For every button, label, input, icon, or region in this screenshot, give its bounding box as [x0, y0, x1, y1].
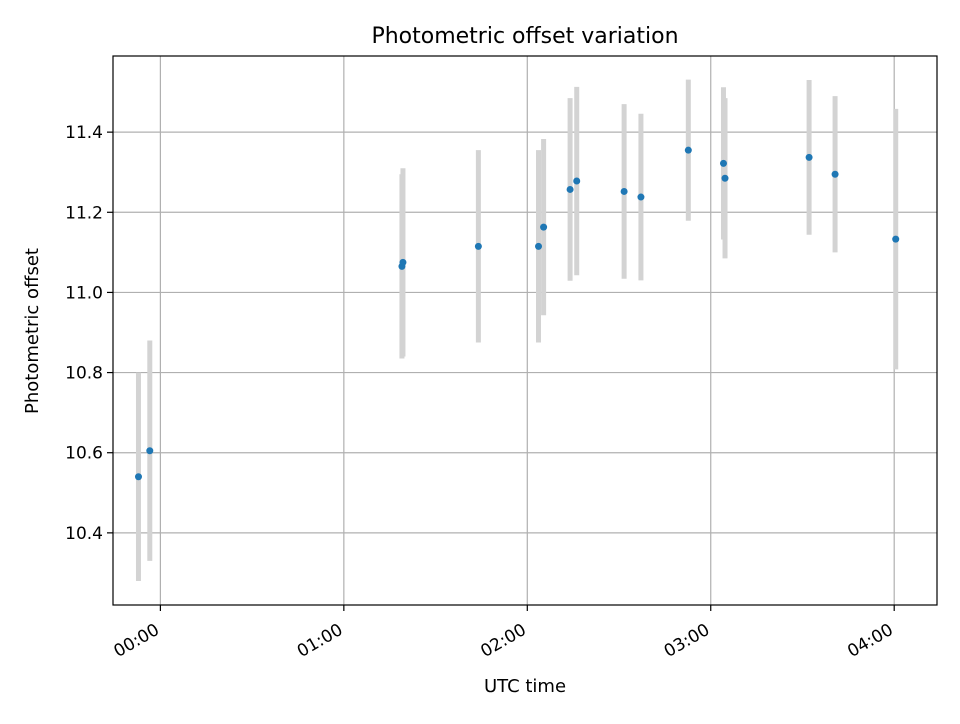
data-point — [719, 159, 727, 167]
chart-title: Photometric offset variation — [371, 24, 678, 49]
data-points — [134, 146, 900, 481]
y-tick-label: 11.4 — [65, 123, 103, 143]
data-point — [831, 170, 839, 178]
data-point — [399, 258, 407, 266]
data-point — [540, 223, 548, 231]
y-tick-label: 10.8 — [65, 364, 103, 384]
y-tick-label: 10.4 — [65, 524, 103, 544]
x-axis-label: UTC time — [484, 676, 566, 697]
data-point — [684, 146, 692, 154]
data-point — [146, 447, 154, 455]
plot-frame — [112, 55, 938, 606]
data-point — [134, 473, 142, 481]
data-point — [535, 242, 543, 250]
data-point — [474, 242, 482, 250]
y-tick-label: 11.2 — [65, 203, 103, 223]
data-point — [805, 153, 813, 161]
data-point — [637, 193, 645, 201]
data-point — [566, 185, 574, 193]
y-tick-label: 11.0 — [65, 283, 103, 303]
data-point — [892, 235, 900, 243]
data-point — [573, 177, 581, 185]
y-tick-label: 10.6 — [65, 444, 103, 464]
y-axis-label: Photometric offset — [22, 248, 43, 414]
data-point — [721, 174, 729, 182]
data-point — [620, 187, 628, 195]
